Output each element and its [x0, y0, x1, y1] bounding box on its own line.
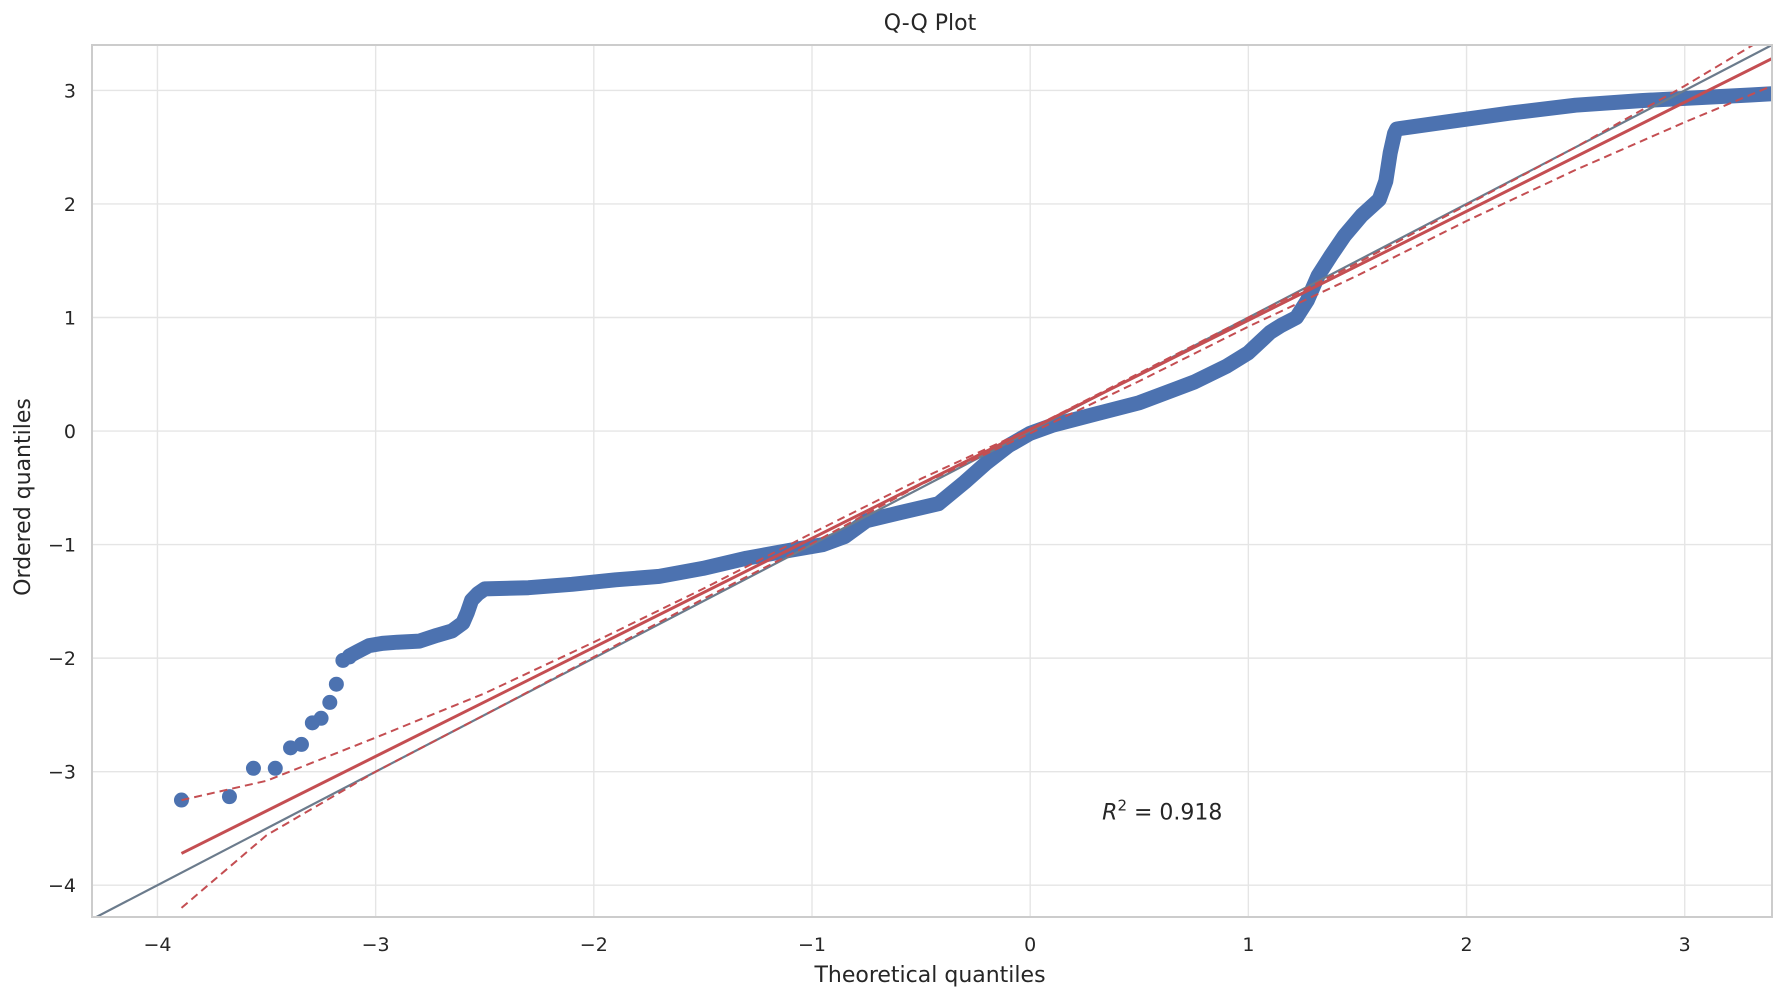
x-tick-label: −3 — [362, 934, 390, 956]
r-squared-annotation: R2 = 0.918 — [1102, 796, 1222, 825]
y-tick-label: 3 — [64, 80, 76, 102]
data-point — [293, 736, 309, 752]
confidence-upper-line — [181, 45, 1755, 802]
data-point — [328, 676, 344, 692]
data-point — [341, 649, 357, 665]
y-axis-label: Ordered quantiles — [11, 398, 36, 596]
data-points — [173, 86, 1772, 808]
confidence-lower-line — [180, 84, 1772, 909]
y-tick-label: −4 — [48, 875, 76, 897]
x-tick-label: 0 — [1024, 934, 1036, 956]
x-tick-label: −1 — [798, 934, 826, 956]
y-tick-label: −1 — [48, 535, 76, 557]
y-tick-label: 1 — [64, 308, 76, 330]
data-points-dense-curve — [342, 86, 1772, 664]
plot-frame — [91, 44, 1773, 918]
data-point — [267, 760, 283, 776]
r-squared-symbol: R — [1102, 800, 1117, 825]
x-tick-label: −2 — [580, 934, 608, 956]
data-point — [313, 710, 329, 726]
y-tick-label: 2 — [64, 194, 76, 216]
data-point — [221, 789, 237, 805]
gridlines — [92, 45, 1772, 917]
y-tick-label: −3 — [48, 762, 76, 784]
data-point — [245, 760, 261, 776]
x-tick-label: 1 — [1242, 934, 1254, 956]
x-tick-label: 3 — [1679, 934, 1691, 956]
chart-title: Q-Q Plot — [884, 11, 977, 36]
y-tick-label: 0 — [64, 421, 76, 443]
x-axis-label: Theoretical quantiles — [813, 963, 1045, 988]
x-tick-label: −4 — [143, 934, 171, 956]
data-point — [173, 792, 189, 808]
x-tick-label: 2 — [1460, 934, 1472, 956]
data-point — [322, 694, 338, 710]
tick-labels: −4 −3 −2 −1 0 1 2 3 −4 −3 −2 −1 0 1 2 3 — [48, 80, 1691, 956]
fit-line — [180, 57, 1772, 855]
r-squared-exponent: 2 — [1117, 796, 1127, 814]
y-tick-label: −2 — [48, 648, 76, 670]
r-squared-value: = 0.918 — [1127, 800, 1222, 825]
reference-lines — [93, 45, 1772, 917]
